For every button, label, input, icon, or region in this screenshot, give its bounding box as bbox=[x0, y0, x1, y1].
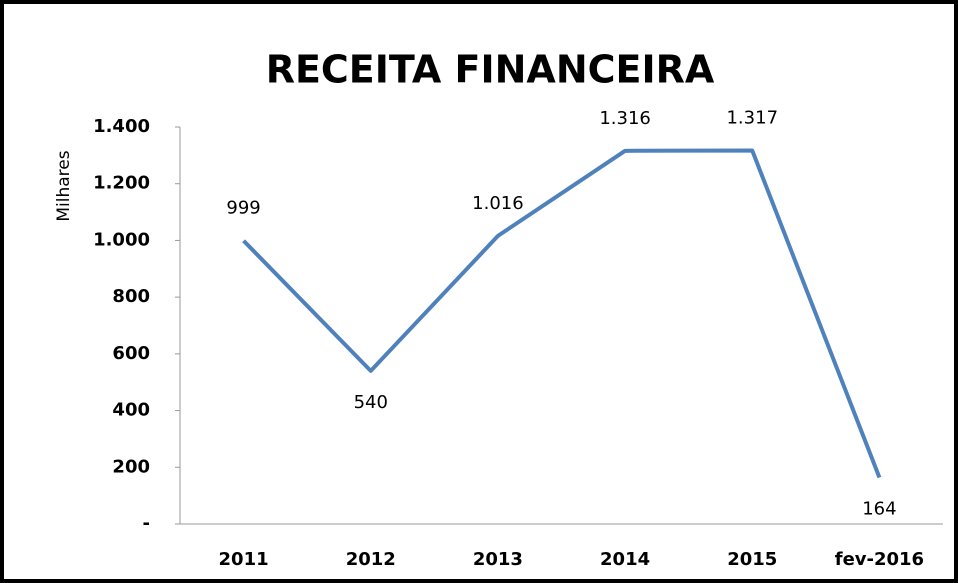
x-tick-label: 2014 bbox=[600, 549, 650, 570]
x-tick-label: 2015 bbox=[727, 549, 777, 570]
chart-title: RECEITA FINANCEIRA bbox=[266, 48, 715, 92]
y-tick-label: 600 bbox=[112, 343, 150, 364]
y-tick-label: 400 bbox=[112, 400, 150, 421]
y-tick-label: 200 bbox=[112, 456, 150, 477]
data-label: 1.316 bbox=[599, 108, 651, 129]
y-axis-label: Milhares bbox=[54, 150, 74, 221]
x-tick-label: fev-2016 bbox=[835, 549, 924, 570]
y-tick-label: 800 bbox=[112, 286, 150, 307]
x-tick-label: 2012 bbox=[346, 549, 396, 570]
data-line bbox=[242, 148, 882, 479]
data-label: 1.016 bbox=[472, 193, 524, 214]
y-tick-label: 1.400 bbox=[93, 116, 150, 137]
y-tick-label: - bbox=[143, 513, 150, 534]
data-label: 540 bbox=[354, 392, 388, 413]
data-label: 164 bbox=[862, 498, 896, 519]
data-label: 1.317 bbox=[726, 108, 778, 129]
data-label: 999 bbox=[226, 198, 260, 219]
y-tick-label: 1.200 bbox=[93, 173, 150, 194]
y-tick-label: 1.000 bbox=[93, 229, 150, 250]
x-tick-label: 2013 bbox=[473, 549, 523, 570]
x-tick-label: 2011 bbox=[219, 549, 269, 570]
